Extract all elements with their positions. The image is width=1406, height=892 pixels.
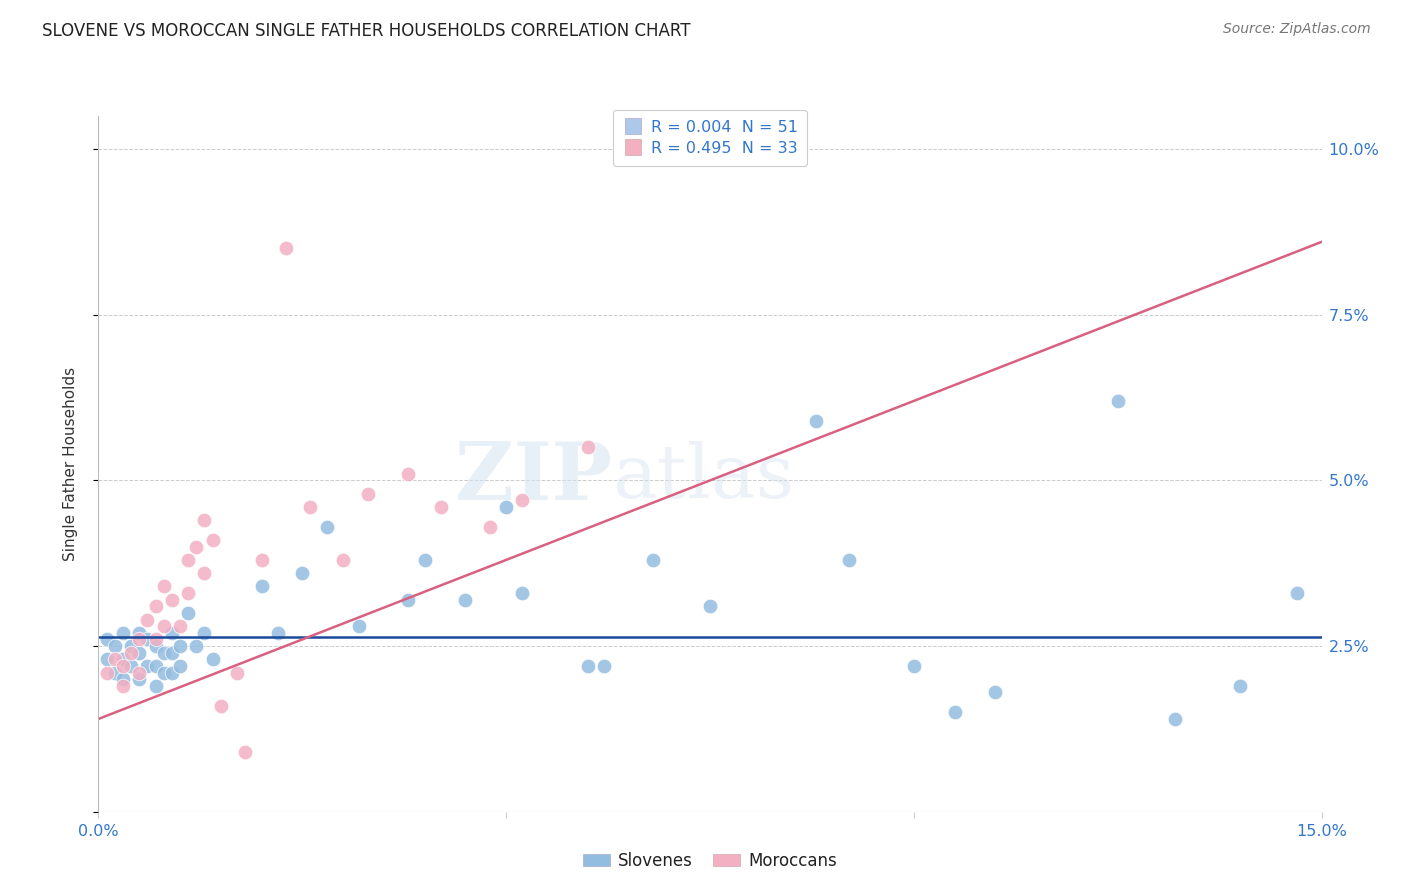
Point [145,639,167,653]
Point [804,414,827,428]
Point [186,540,208,554]
Point [193,566,215,581]
Point [413,553,436,567]
Point [169,619,191,633]
Point [152,646,174,660]
Point [152,665,174,680]
Point [233,745,256,759]
Point [201,533,224,547]
Point [169,639,191,653]
Text: SLOVENE VS MOROCCAN SINGLE FATHER HOUSEHOLDS CORRELATION CHART: SLOVENE VS MOROCCAN SINGLE FATHER HOUSEH… [42,22,690,40]
Point [120,646,142,660]
Text: Source: ZipAtlas.com: Source: ZipAtlas.com [1223,22,1371,37]
Point [120,659,142,673]
Text: ZIP: ZIP [456,439,612,516]
Point [104,639,127,653]
Point [111,659,134,673]
Point [396,592,419,607]
Point [512,493,534,508]
Point [128,632,150,647]
Point [250,579,273,593]
Point [104,665,127,680]
Point [226,665,249,680]
Point [430,500,453,514]
Point [1107,393,1129,408]
Point [349,619,371,633]
Y-axis label: Single Father Households: Single Father Households [63,367,77,561]
Point [104,652,127,666]
Point [136,659,159,673]
Point [96,665,118,680]
Point [160,646,183,660]
Point [495,500,517,514]
Point [838,553,860,567]
Point [332,553,354,567]
Point [120,639,142,653]
Point [128,665,150,680]
Text: atlas: atlas [612,442,794,515]
Point [903,659,925,673]
Point [160,625,183,640]
Point [512,586,534,600]
Point [576,440,599,454]
Point [152,579,174,593]
Point [699,599,721,614]
Point [1164,712,1187,726]
Point [356,486,378,500]
Point [160,665,183,680]
Point [128,672,150,686]
Point [136,613,159,627]
Point [641,553,664,567]
Point [145,632,167,647]
Point [478,520,501,534]
Point [177,553,200,567]
Point [209,698,232,713]
Point [136,632,159,647]
Point [201,652,224,666]
Point [315,520,337,534]
Point [128,646,150,660]
Point [96,632,118,647]
Point [576,659,599,673]
Point [250,553,273,567]
Point [274,242,297,256]
Point [177,606,200,620]
Point [145,599,167,614]
Point [943,706,966,720]
Point [984,685,1007,699]
Point [593,659,616,673]
Point [177,586,200,600]
Point [111,672,134,686]
Point [96,652,118,666]
Point [1229,679,1251,693]
Point [145,679,167,693]
Point [1286,586,1309,600]
Point [160,592,183,607]
Point [111,652,134,666]
Point [291,566,314,581]
Legend: Slovenes, Moroccans: Slovenes, Moroccans [576,845,844,877]
Point [396,467,419,481]
Point [111,679,134,693]
Point [111,625,134,640]
Point [186,639,208,653]
Point [145,659,167,673]
Point [128,625,150,640]
Point [299,500,322,514]
Point [193,625,215,640]
Point [152,619,174,633]
Point [169,659,191,673]
Point [193,513,215,527]
Point [267,625,290,640]
Point [454,592,477,607]
